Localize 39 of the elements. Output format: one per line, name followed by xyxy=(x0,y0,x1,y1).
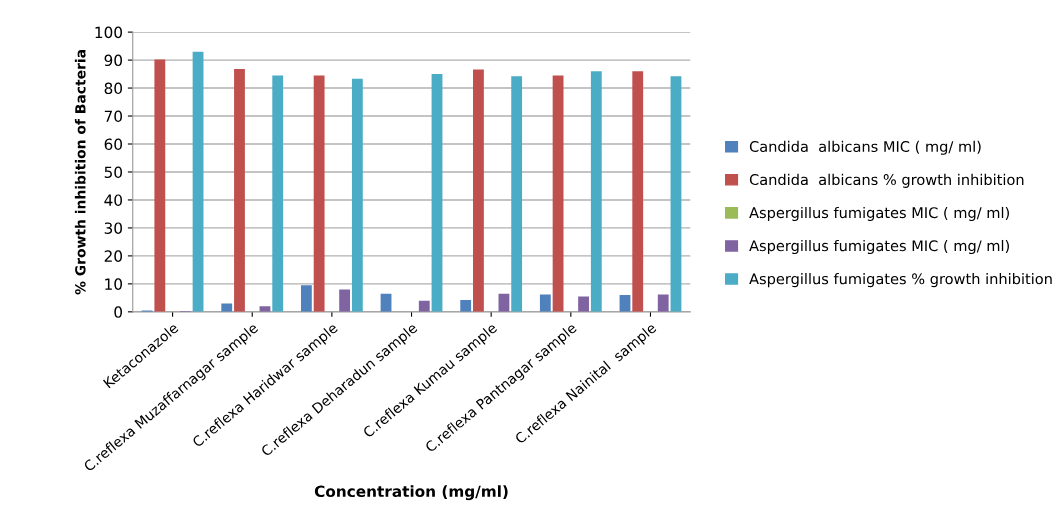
legend-label: Candida albicans MIC ( mg/ ml) xyxy=(749,140,981,155)
y-tick-label: 30 xyxy=(104,222,123,234)
bar xyxy=(539,294,551,312)
y-tick-label: 70 xyxy=(104,110,123,123)
y-tick-label: 20 xyxy=(104,250,123,262)
bar xyxy=(313,75,325,312)
y-tick-label: 100 xyxy=(95,26,123,39)
legend-label: Aspergillus fumigates % growth inhibition xyxy=(749,273,1052,288)
bar xyxy=(272,75,284,312)
bar xyxy=(590,71,602,312)
bar xyxy=(300,285,312,312)
bar xyxy=(578,296,589,312)
y-tick-label: 0 xyxy=(114,306,123,318)
bar xyxy=(221,303,233,312)
bar xyxy=(154,59,166,312)
y-axis-title: % Growth inhibition of Bacteria xyxy=(74,50,86,295)
bar xyxy=(657,294,669,312)
bar xyxy=(234,69,245,312)
y-tick-label: 40 xyxy=(104,194,123,206)
bar xyxy=(351,78,363,312)
y-tick-label: 10 xyxy=(105,278,123,290)
bar xyxy=(431,74,443,312)
bar xyxy=(460,300,472,312)
bar xyxy=(418,300,430,312)
y-tick-label: 80 xyxy=(104,82,123,95)
bar xyxy=(552,75,564,312)
y-tick-label: 60 xyxy=(104,138,123,151)
x-axis-title: Concentration (mg/ml) xyxy=(314,485,508,501)
legend-label: Aspergillus fumigates MIC ( mg/ ml) xyxy=(749,239,1009,255)
bar xyxy=(339,289,351,312)
legend-label: Aspergillus fumigates MIC ( mg/ ml) xyxy=(749,206,1009,221)
bar xyxy=(511,76,523,312)
bar xyxy=(670,76,682,312)
bar xyxy=(473,69,484,312)
y-tick-label: 50 xyxy=(104,166,123,178)
y-tick-label: 90 xyxy=(104,54,123,67)
bar xyxy=(192,51,204,312)
bar xyxy=(632,71,644,312)
legend-label: Candida albicans % growth inhibition xyxy=(749,173,1024,188)
